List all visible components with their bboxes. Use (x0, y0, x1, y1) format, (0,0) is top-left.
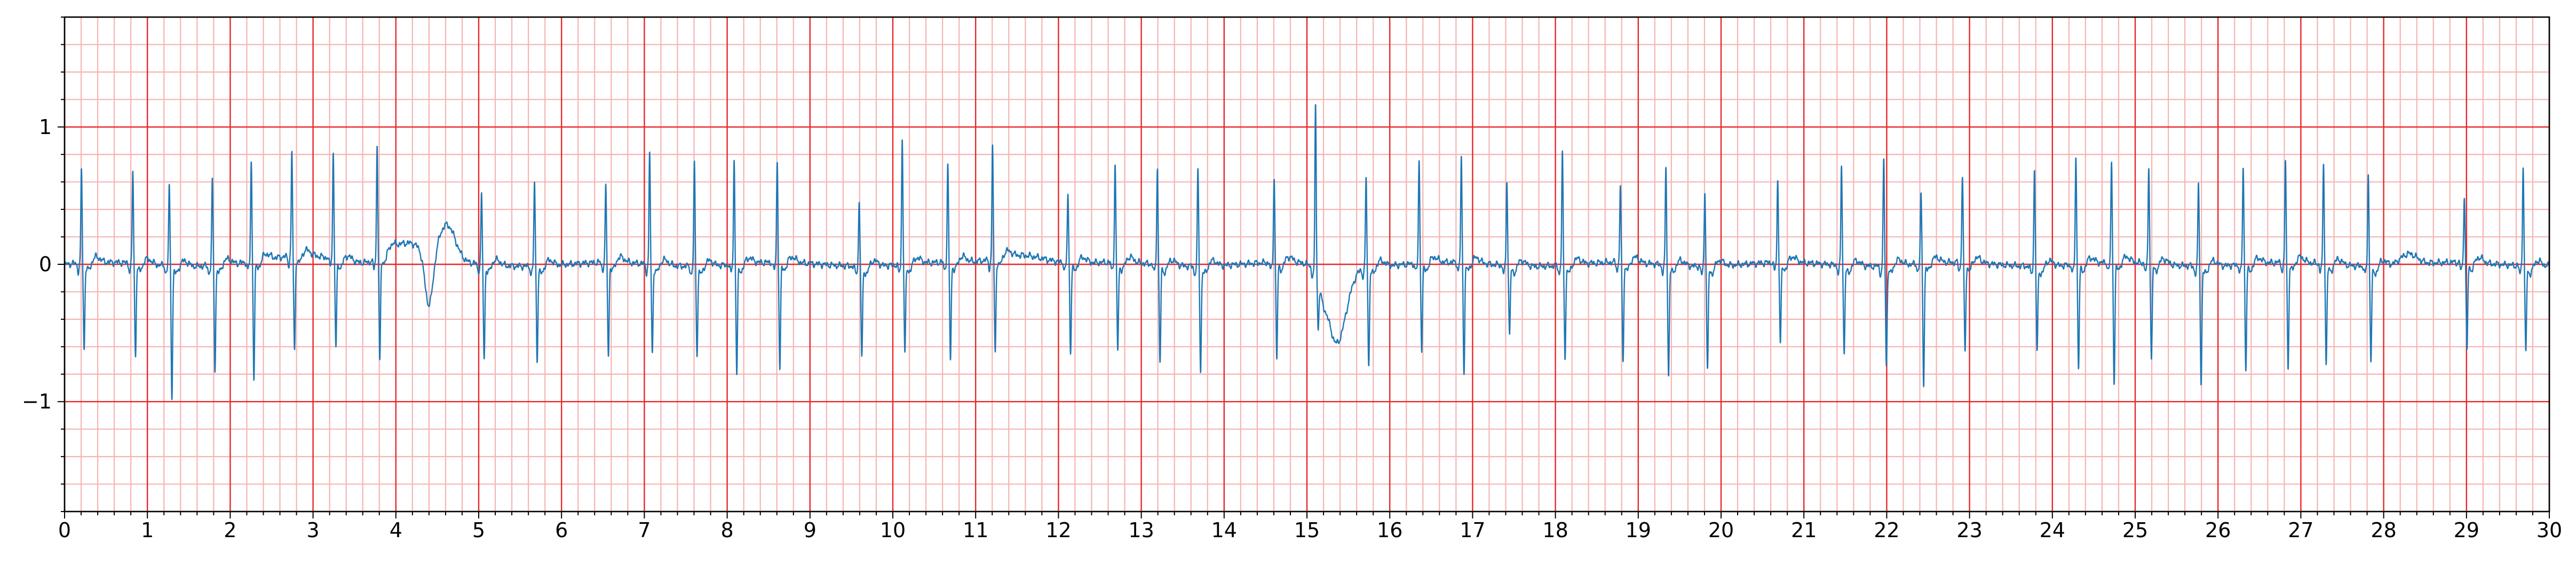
r-peak-point (2077, 154, 2078, 155)
r-peak-point (213, 177, 214, 178)
x-tick-label: 19 (1626, 518, 1651, 542)
x-tick-label: 5 (472, 518, 485, 542)
x-tick-label: 26 (2205, 518, 2231, 542)
x-tick-label: 22 (1874, 518, 1899, 542)
r-peak-point (1621, 188, 1622, 189)
x-tick-label: 21 (1791, 518, 1817, 542)
r-peak-point (1275, 177, 1276, 178)
x-tick-label: 9 (804, 518, 817, 542)
x-tick-label: 2 (224, 518, 236, 542)
r-peak-point (860, 198, 861, 199)
y-tick-label: 0 (39, 253, 52, 276)
r-peak-point (1963, 176, 1964, 177)
x-tick-label: 15 (1294, 518, 1320, 542)
x-tick-label: 30 (2537, 518, 2562, 542)
x-tick-label: 3 (307, 518, 320, 542)
y-tick-label: 1 (39, 115, 52, 139)
x-tick-label: 10 (880, 518, 906, 542)
r-peak-point (378, 148, 379, 149)
x-tick-label: 20 (1708, 518, 1734, 542)
y-tick-label: −1 (22, 390, 52, 413)
x-tick-label: 23 (1956, 518, 1982, 542)
x-tick-label: 8 (721, 518, 734, 542)
x-tick-label: 6 (555, 518, 568, 542)
x-tick-label: 14 (1211, 518, 1237, 542)
r-peak-point (1706, 188, 1707, 189)
x-tick-label: 11 (963, 518, 988, 542)
x-tick-label: 16 (1377, 518, 1402, 542)
x-tick-label: 25 (2122, 518, 2148, 542)
x-tick-label: 4 (390, 518, 402, 542)
x-tick-label: 27 (2288, 518, 2313, 542)
x-tick-label: 28 (2371, 518, 2396, 542)
x-tick-label: 17 (1460, 518, 1485, 542)
x-tick-label: 0 (58, 518, 71, 542)
r-peak-point (2244, 165, 2245, 166)
x-tick-label: 24 (2040, 518, 2065, 542)
x-tick-label: 12 (1045, 518, 1071, 542)
x-tick-label: 1 (141, 518, 154, 542)
r-peak-point (903, 136, 904, 137)
r-peak-point (334, 158, 335, 159)
r-peak-point (170, 183, 171, 184)
r-peak-point (1116, 165, 1117, 166)
x-tick-label: 7 (638, 518, 651, 542)
x-tick-label: 29 (2454, 518, 2479, 542)
x-tick-label: 18 (1542, 518, 1568, 542)
x-tick-label: 13 (1128, 518, 1154, 542)
